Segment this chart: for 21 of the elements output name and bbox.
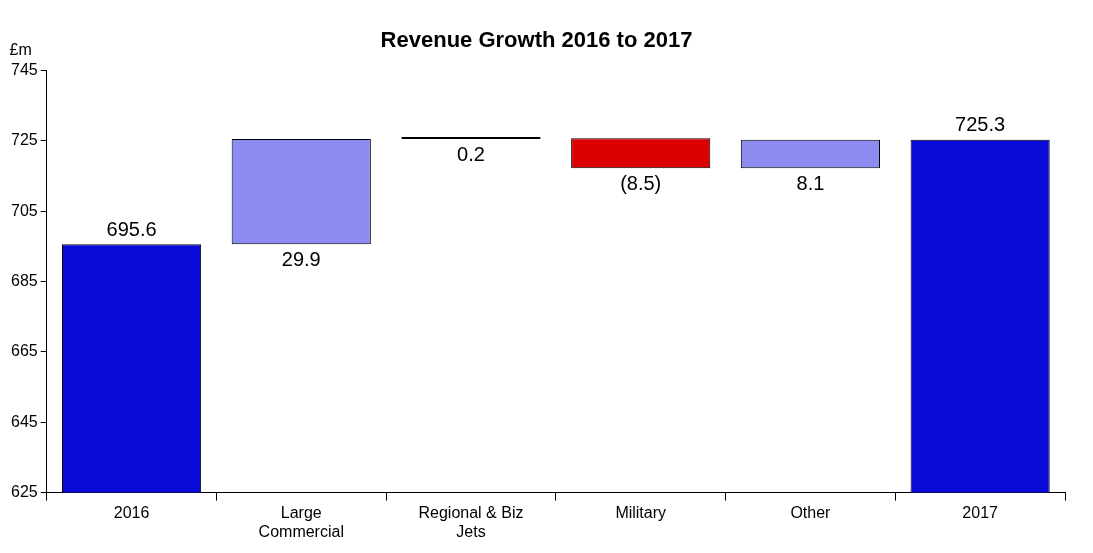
- data-label: 695.6: [106, 217, 157, 240]
- x-tick-label: 2017: [962, 503, 999, 521]
- y-tick-label: 625: [10, 483, 38, 501]
- data-label: (8.5): [620, 171, 662, 194]
- x-tick-label: Military: [615, 503, 667, 521]
- data-label: 725.3: [955, 113, 1006, 136]
- x-tick-label: Large Commercial: [258, 503, 344, 540]
- y-tick-label: 665: [10, 342, 38, 360]
- data-label: 29.9: [281, 247, 321, 270]
- y-tick-label: 725: [10, 131, 38, 149]
- y-tick-label: 685: [10, 271, 38, 289]
- data-label: 0.2: [457, 142, 485, 165]
- y-tick-label: 645: [10, 412, 38, 430]
- x-tick-label: Regional & Biz Jets: [418, 503, 524, 540]
- y-tick-label: 705: [10, 201, 38, 219]
- x-tick-label: Other: [790, 503, 832, 521]
- chart-title: Revenue Growth 2016 to 2017: [380, 27, 693, 53]
- x-tick-label: 2016: [113, 503, 150, 521]
- y-axis-title: £m: [9, 40, 32, 58]
- y-tick-label: 745: [10, 60, 38, 78]
- data-label: 8.1: [796, 171, 825, 194]
